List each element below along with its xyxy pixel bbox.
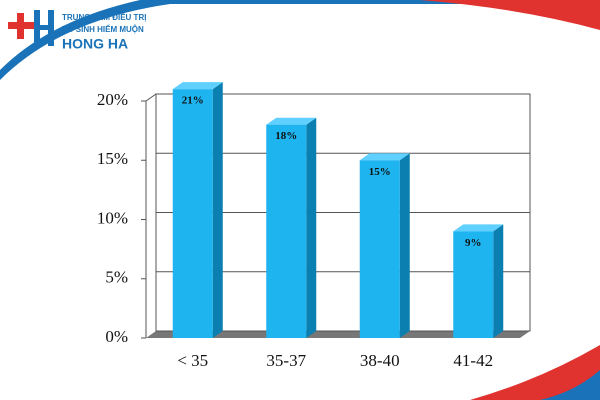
x-tick-label: 35-37 <box>266 351 306 370</box>
bar-side <box>399 153 410 338</box>
bar-side <box>212 82 223 339</box>
bottom-right-swoosh-blue <box>540 370 600 400</box>
value-label: 15% <box>369 166 391 178</box>
y-tick-label: 0% <box>105 327 128 346</box>
y-tick-label: 20% <box>97 90 128 109</box>
x-tick-label: 41-42 <box>453 351 493 370</box>
bar-side <box>306 117 317 338</box>
bar <box>359 160 400 338</box>
bar-top <box>359 153 410 161</box>
value-label: 21% <box>182 95 204 107</box>
bar <box>172 89 213 339</box>
bottom-right-swoosh <box>470 345 600 400</box>
bar-top <box>453 224 504 232</box>
bar-top <box>266 117 317 125</box>
y-tick-label: 5% <box>105 268 128 287</box>
value-label: 9% <box>465 237 482 249</box>
bar <box>266 124 307 338</box>
logo-icon <box>8 10 54 46</box>
x-tick-label: < 35 <box>177 351 208 370</box>
y-tick-label: 15% <box>97 149 128 168</box>
logo-line: VÔ SINH HIẾM MUỘN <box>62 24 144 34</box>
floor <box>146 331 530 338</box>
left-wall-top <box>145 93 157 102</box>
y-tick-label: 10% <box>97 208 128 227</box>
logo-name: HONG HA <box>62 36 128 52</box>
top-right-swoosh <box>420 0 600 30</box>
x-tick-label: 38-40 <box>360 351 400 370</box>
logo-line: TRUNG TÂM ĐIỀU TRỊ <box>62 12 146 22</box>
chart: 0% 5% 10% 15% 20% < 35 21% 35-37 18% 38-40 15% 41-4… <box>97 82 531 370</box>
bar-top <box>172 82 223 90</box>
bar-side <box>493 224 504 338</box>
bar <box>453 231 494 338</box>
value-label: 18% <box>275 130 297 142</box>
